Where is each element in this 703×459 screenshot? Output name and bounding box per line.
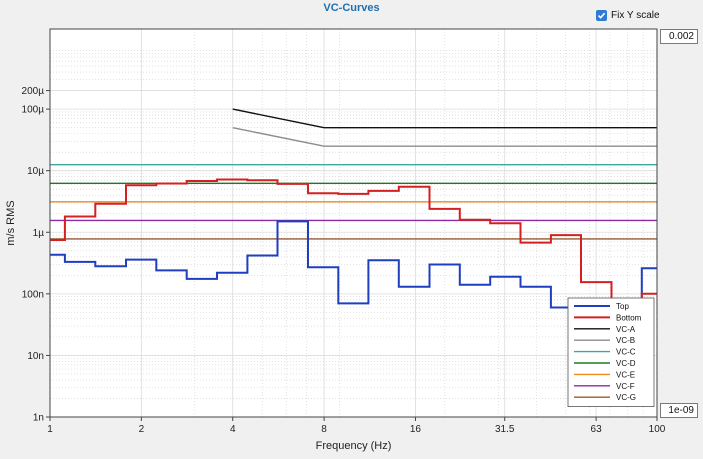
y-max-input[interactable]: 0.002 <box>660 29 698 44</box>
legend-entry: VC-A <box>616 325 636 334</box>
plot-area <box>50 29 657 417</box>
plot-frame <box>49 28 658 418</box>
x-tick-label: 8 <box>321 424 327 435</box>
legend-entry: VC-G <box>616 393 636 402</box>
legend-entry: Bottom <box>616 313 642 322</box>
x-tick-label: 31.5 <box>495 424 515 435</box>
series-top-line <box>50 220 657 357</box>
y-tick-label: 10µ <box>27 166 44 177</box>
x-axis: 1 2 4 8 16 31.5 63 100 <box>47 417 666 435</box>
checkmark-icon <box>596 10 607 21</box>
y-tick-label: 200µ <box>22 86 45 97</box>
y-tick-label: 1µ <box>33 228 45 239</box>
legend-entry: VC-C <box>616 348 636 357</box>
series-vc-b-line <box>232 127 657 147</box>
y-tick-label: 100n <box>22 289 44 300</box>
legend-entry: VC-B <box>616 336 635 345</box>
series-vc-a-line <box>232 108 657 129</box>
legend-entry: VC-F <box>616 382 635 391</box>
x-tick-label: 16 <box>410 424 422 435</box>
legend-entry: VC-E <box>616 370 635 379</box>
x-tick-label: 4 <box>230 424 236 435</box>
y-min-input[interactable]: 1e-09 <box>660 403 698 418</box>
x-tick-label: 63 <box>591 424 603 435</box>
y-tick-label: 1n <box>33 413 44 424</box>
chart-title: VC-Curves <box>323 2 380 14</box>
y-axis: 1n 10n 100n 1µ 10µ 100µ 200µ <box>22 86 50 424</box>
legend-entry: Top <box>616 302 629 311</box>
x-tick-label: 1 <box>47 424 53 435</box>
legend-entry: VC-D <box>616 359 636 368</box>
y-tick-label: 100µ <box>22 105 45 116</box>
fix-y-scale-label: Fix Y scale <box>611 10 660 21</box>
y-axis-label: m/s RMS <box>5 200 17 245</box>
series-bottom-line <box>50 178 657 311</box>
legend: Top Bottom VC-A VC-B VC-C VC-D VC-E VC-F VC-G <box>567 297 655 407</box>
x-axis-label: Frequency (Hz) <box>316 440 392 452</box>
series-layer <box>50 108 657 357</box>
x-tick-label: 2 <box>139 424 145 435</box>
y-tick-label: 10n <box>27 351 44 362</box>
x-tick-label: 100 <box>649 424 666 435</box>
fix-y-scale-checkbox[interactable]: Fix Y scale <box>596 10 660 21</box>
